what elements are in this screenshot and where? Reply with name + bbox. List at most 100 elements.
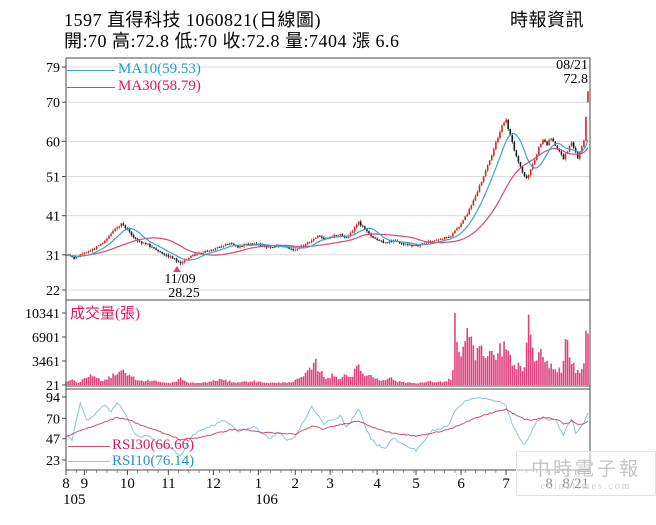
ma10-line-sample	[67, 70, 115, 71]
candle-body	[122, 223, 125, 226]
volume-bar	[239, 382, 241, 385]
volume-bar	[333, 376, 335, 385]
volume-bar	[194, 383, 196, 385]
candle-body	[353, 227, 356, 232]
volume-bar	[81, 379, 84, 385]
volume-bar	[374, 378, 376, 385]
axis-tick-label: 8	[62, 476, 70, 492]
candle-body	[169, 256, 172, 258]
volume-bar	[472, 345, 475, 385]
volume-bar	[142, 381, 145, 385]
volume-bar	[529, 334, 532, 385]
candle-body	[310, 240, 313, 243]
low-marker-icon	[173, 266, 181, 272]
volume-bar	[257, 381, 260, 385]
volume-bar	[439, 381, 442, 385]
candle-body	[130, 231, 133, 236]
candle-body	[564, 153, 567, 160]
candle-body	[544, 139, 546, 142]
volume-bar	[351, 376, 354, 385]
volume-bar	[574, 373, 577, 385]
volume-bar	[292, 381, 295, 385]
candle-body	[585, 117, 587, 141]
candle-body	[167, 255, 170, 257]
candle-body	[347, 236, 350, 238]
volume-bar	[185, 381, 188, 385]
axis-tick-label: 60	[46, 135, 60, 150]
ma30-line-sample	[67, 87, 115, 88]
candle-body	[474, 195, 477, 201]
volume-bar	[523, 367, 526, 385]
candle-body	[357, 221, 360, 225]
candle-body	[106, 238, 108, 241]
volume-bar	[224, 379, 227, 385]
volume-bar	[448, 378, 450, 385]
volume-bar	[69, 380, 71, 385]
volume-bar	[269, 382, 272, 385]
candle-body	[464, 216, 466, 221]
candle-body	[583, 140, 585, 147]
volume-bar	[237, 382, 239, 385]
candle-body	[97, 245, 100, 247]
axis-tick-label: 106	[255, 492, 278, 508]
volume-bar	[355, 365, 358, 385]
volume-bar	[122, 369, 125, 385]
volume-bar	[261, 382, 264, 385]
candle-body	[323, 237, 325, 240]
last-price-label: 72.8	[563, 72, 589, 87]
volume-bar	[445, 381, 448, 385]
volume-bar	[274, 382, 276, 385]
volume-bar	[149, 381, 151, 385]
volume-bar	[456, 342, 458, 385]
candle-body	[75, 256, 78, 259]
volume-bar	[562, 360, 565, 385]
candle-body	[527, 175, 530, 178]
candle-body	[560, 151, 563, 155]
volume-bar	[165, 382, 168, 385]
candle-body	[183, 260, 186, 262]
candle-body	[499, 132, 501, 139]
candle-body	[552, 138, 554, 142]
candle-body	[562, 154, 565, 160]
volume-bar	[321, 371, 323, 385]
candle-body	[261, 244, 264, 246]
candle-body	[85, 252, 88, 254]
candle-body	[351, 231, 354, 233]
volume-bar	[402, 381, 405, 385]
candle-body	[81, 253, 84, 255]
candle-body	[490, 155, 493, 161]
candle-body	[546, 141, 548, 146]
candle-body	[525, 175, 528, 178]
volume-bar	[372, 377, 374, 385]
candle-body	[104, 240, 106, 243]
volume-bar	[415, 383, 417, 385]
candle-body	[521, 166, 524, 173]
volume-bar	[394, 380, 397, 385]
candle-body	[378, 239, 380, 241]
volume-bar	[259, 381, 262, 385]
volume-bar	[337, 379, 340, 385]
volume-bar	[386, 379, 389, 385]
volume-bar	[288, 382, 290, 385]
candle-body	[484, 170, 487, 177]
volume-bar	[83, 378, 86, 385]
candle-body	[548, 140, 550, 146]
candle-body	[517, 156, 520, 163]
volume-bar	[398, 380, 401, 385]
volume-bar	[343, 374, 346, 385]
volume-bar	[280, 383, 282, 385]
candle-body	[445, 237, 448, 238]
volume-bar	[126, 375, 129, 385]
candle-body	[267, 246, 270, 248]
volume-bar	[409, 382, 411, 385]
axis-tick-label: 31	[46, 249, 60, 264]
candle-body	[482, 176, 485, 183]
candle-body	[572, 142, 575, 149]
watermark-line1: 中時電子報	[530, 459, 641, 480]
volume-bar	[460, 356, 462, 385]
candle-body	[538, 147, 540, 155]
axis-tick-label: 41	[46, 210, 60, 225]
volume-bar	[314, 358, 317, 385]
candle-body	[454, 230, 456, 234]
candle-body	[228, 243, 231, 245]
